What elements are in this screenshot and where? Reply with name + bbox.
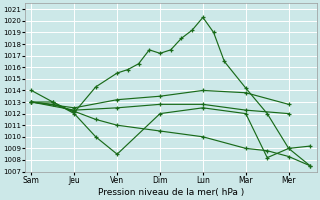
X-axis label: Pression niveau de la mer( hPa ): Pression niveau de la mer( hPa ) [98,188,244,197]
